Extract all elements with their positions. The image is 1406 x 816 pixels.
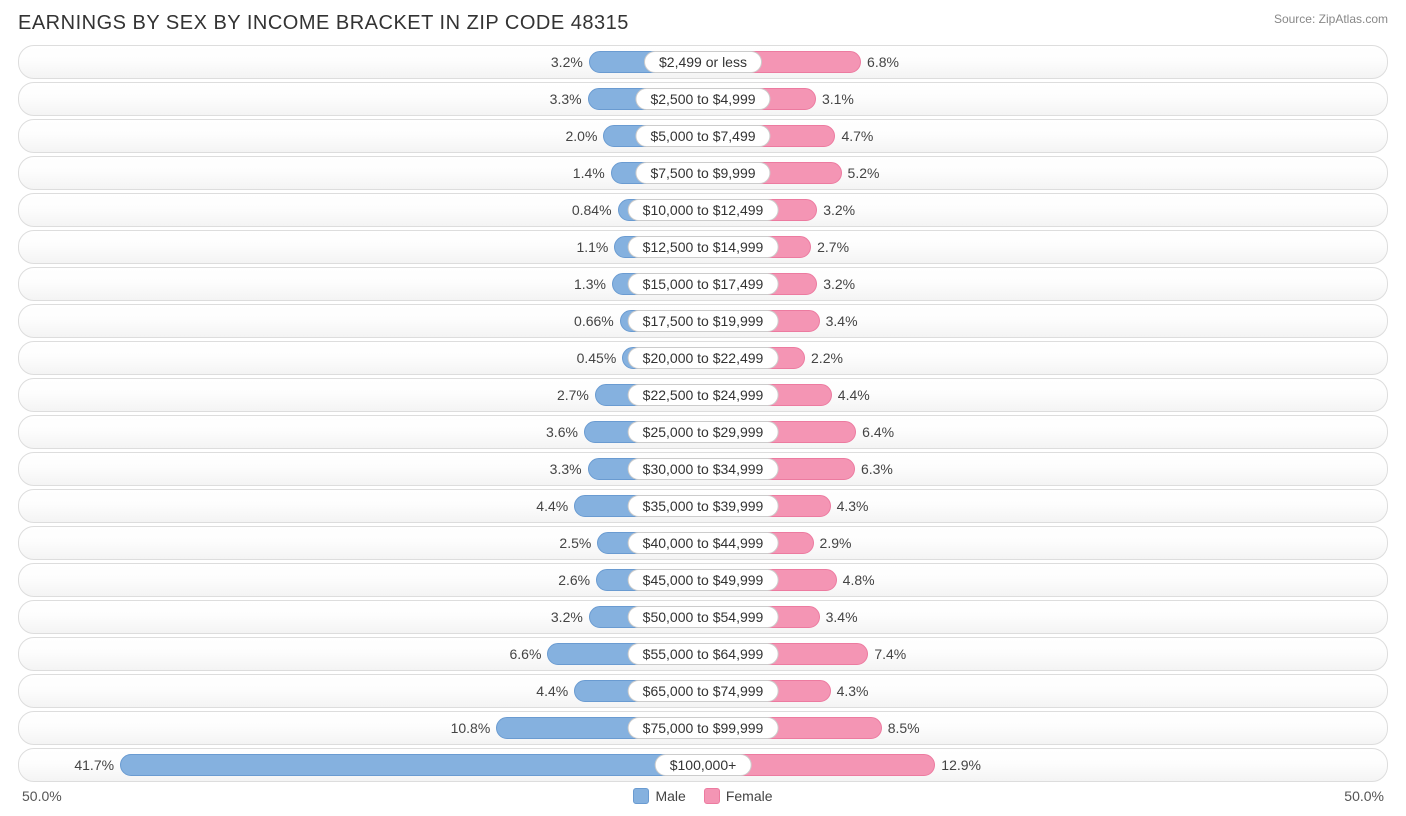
bracket-label: $50,000 to $54,999 (628, 606, 779, 628)
male-value-label: 1.1% (576, 239, 608, 255)
male-value-label: 3.2% (551, 54, 583, 70)
legend-female: Female (704, 788, 773, 804)
bracket-label: $35,000 to $39,999 (628, 495, 779, 517)
male-value-label: 0.45% (577, 350, 617, 366)
bracket-label: $7,500 to $9,999 (635, 162, 770, 184)
bracket-label: $5,000 to $7,499 (635, 125, 770, 147)
male-value-label: 3.3% (550, 461, 582, 477)
female-value-label: 4.7% (841, 128, 873, 144)
bracket-label: $12,500 to $14,999 (628, 236, 779, 258)
chart-area: 3.2% 6.8% $2,499 or less 3.3% 3.1% $2,500 to … (18, 45, 1388, 782)
chart-row: 3.6% 6.4% $25,000 to $29,999 (18, 415, 1388, 449)
female-swatch (704, 788, 720, 804)
chart-row: 0.66% 3.4% $17,500 to $19,999 (18, 304, 1388, 338)
chart-row: 3.3% 6.3% $30,000 to $34,999 (18, 452, 1388, 486)
male-value-label: 3.2% (551, 609, 583, 625)
female-value-label: 4.4% (838, 387, 870, 403)
chart-row: 3.2% 3.4% $50,000 to $54,999 (18, 600, 1388, 634)
bracket-label: $30,000 to $34,999 (628, 458, 779, 480)
chart-row: 41.7% 12.9% $100,000+ (18, 748, 1388, 782)
male-value-label: 2.0% (566, 128, 598, 144)
chart-row: 6.6% 7.4% $55,000 to $64,999 (18, 637, 1388, 671)
male-value-label: 41.7% (74, 757, 114, 773)
bracket-label: $75,000 to $99,999 (628, 717, 779, 739)
male-swatch (633, 788, 649, 804)
chart-row: 3.2% 6.8% $2,499 or less (18, 45, 1388, 79)
legend-male-label: Male (655, 788, 685, 804)
chart-row: 0.84% 3.2% $10,000 to $12,499 (18, 193, 1388, 227)
male-value-label: 1.3% (574, 276, 606, 292)
chart-row: 0.45% 2.2% $20,000 to $22,499 (18, 341, 1388, 375)
female-value-label: 3.1% (822, 91, 854, 107)
chart-row: 4.4% 4.3% $35,000 to $39,999 (18, 489, 1388, 523)
male-value-label: 0.66% (574, 313, 614, 329)
female-value-label: 4.3% (837, 498, 869, 514)
male-value-label: 1.4% (573, 165, 605, 181)
bracket-label: $17,500 to $19,999 (628, 310, 779, 332)
female-value-label: 6.3% (861, 461, 893, 477)
chart-title: EARNINGS BY SEX BY INCOME BRACKET IN ZIP… (18, 12, 629, 35)
bracket-label: $15,000 to $17,499 (628, 273, 779, 295)
chart-source: Source: ZipAtlas.com (1274, 12, 1388, 26)
chart-row: 2.7% 4.4% $22,500 to $24,999 (18, 378, 1388, 412)
legend-male: Male (633, 788, 685, 804)
female-value-label: 8.5% (888, 720, 920, 736)
male-value-label: 2.6% (558, 572, 590, 588)
male-value-label: 3.6% (546, 424, 578, 440)
chart-row: 10.8% 8.5% $75,000 to $99,999 (18, 711, 1388, 745)
male-value-label: 6.6% (509, 646, 541, 662)
female-value-label: 6.4% (862, 424, 894, 440)
male-value-label: 4.4% (536, 683, 568, 699)
female-value-label: 2.9% (820, 535, 852, 551)
female-value-label: 5.2% (848, 165, 880, 181)
male-value-label: 10.8% (451, 720, 491, 736)
female-value-label: 3.4% (826, 609, 858, 625)
male-value-label: 2.7% (557, 387, 589, 403)
female-value-label: 3.2% (823, 276, 855, 292)
bracket-label: $25,000 to $29,999 (628, 421, 779, 443)
chart-row: 3.3% 3.1% $2,500 to $4,999 (18, 82, 1388, 116)
male-value-label: 0.84% (572, 202, 612, 218)
female-value-label: 7.4% (874, 646, 906, 662)
male-value-label: 3.3% (550, 91, 582, 107)
male-bar (120, 754, 703, 776)
axis-left-label: 50.0% (22, 788, 62, 804)
bracket-label: $22,500 to $24,999 (628, 384, 779, 406)
female-value-label: 4.3% (837, 683, 869, 699)
female-value-label: 2.7% (817, 239, 849, 255)
legend: Male Female (633, 788, 772, 804)
female-value-label: 3.2% (823, 202, 855, 218)
chart-row: 2.5% 2.9% $40,000 to $44,999 (18, 526, 1388, 560)
bracket-label: $40,000 to $44,999 (628, 532, 779, 554)
female-value-label: 6.8% (867, 54, 899, 70)
bracket-label: $55,000 to $64,999 (628, 643, 779, 665)
male-value-label: 4.4% (536, 498, 568, 514)
female-value-label: 3.4% (826, 313, 858, 329)
bracket-label: $2,499 or less (644, 51, 762, 73)
chart-row: 1.3% 3.2% $15,000 to $17,499 (18, 267, 1388, 301)
bracket-label: $20,000 to $22,499 (628, 347, 779, 369)
bracket-label: $65,000 to $74,999 (628, 680, 779, 702)
bracket-label: $2,500 to $4,999 (635, 88, 770, 110)
chart-row: 4.4% 4.3% $65,000 to $74,999 (18, 674, 1388, 708)
chart-row: 2.6% 4.8% $45,000 to $49,999 (18, 563, 1388, 597)
chart-row: 1.1% 2.7% $12,500 to $14,999 (18, 230, 1388, 264)
legend-female-label: Female (726, 788, 773, 804)
bracket-label: $10,000 to $12,499 (628, 199, 779, 221)
female-value-label: 12.9% (941, 757, 981, 773)
axis-right-label: 50.0% (1344, 788, 1384, 804)
female-value-label: 2.2% (811, 350, 843, 366)
bracket-label: $100,000+ (655, 754, 752, 776)
male-value-label: 2.5% (559, 535, 591, 551)
chart-row: 1.4% 5.2% $7,500 to $9,999 (18, 156, 1388, 190)
bracket-label: $45,000 to $49,999 (628, 569, 779, 591)
chart-row: 2.0% 4.7% $5,000 to $7,499 (18, 119, 1388, 153)
female-value-label: 4.8% (843, 572, 875, 588)
